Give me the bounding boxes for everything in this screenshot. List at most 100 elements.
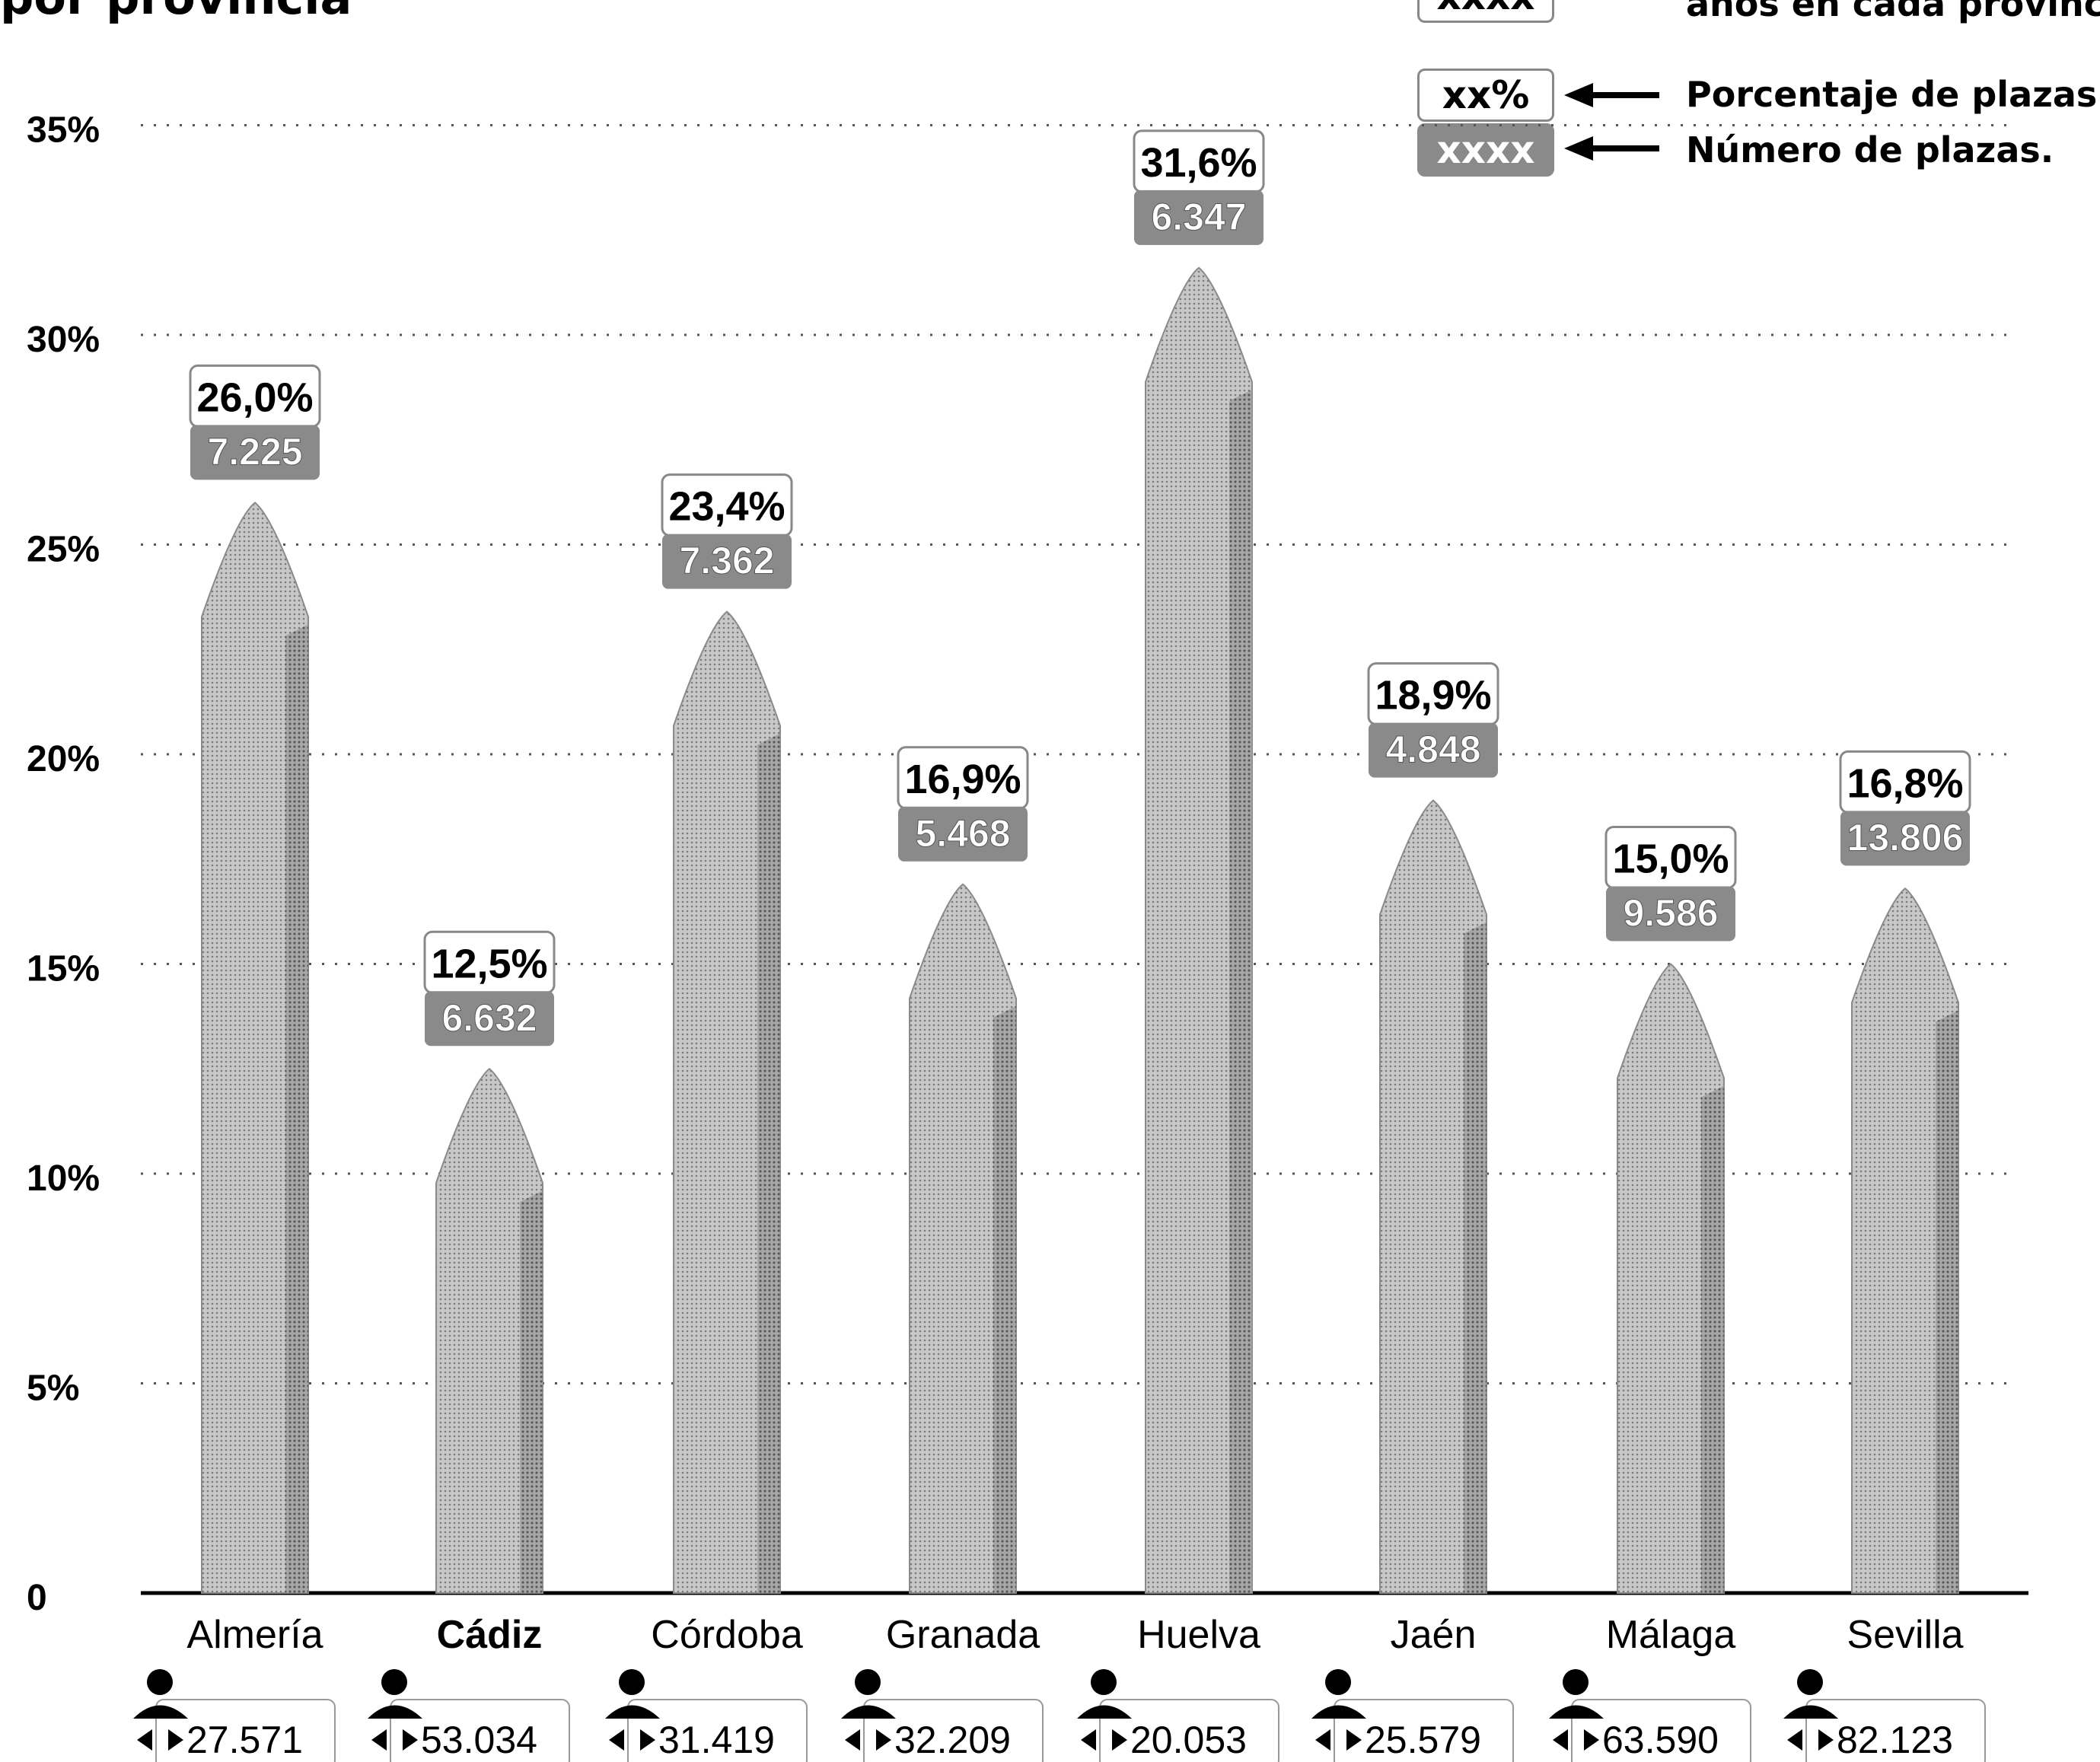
plazas-label: 6.632 xyxy=(441,996,537,1039)
plazas-label-box xyxy=(662,534,792,589)
child-icon xyxy=(1783,1705,1838,1719)
plazas-label: 4.848 xyxy=(1385,728,1480,771)
y-tick-label: 10% xyxy=(27,1158,100,1199)
legend-arrow-icon xyxy=(1564,136,1659,161)
plazas-label: 9.586 xyxy=(1623,892,1718,935)
plazas-label-box xyxy=(1840,811,1970,866)
x-tick-label: Jaén xyxy=(1391,1613,1477,1657)
bar xyxy=(1145,266,1253,1594)
child-icon xyxy=(605,1705,660,1719)
child-icon xyxy=(1081,1729,1127,1751)
y-tick-label: 30% xyxy=(27,320,100,360)
child-icon xyxy=(1797,1669,1823,1695)
plazas-label: 7.362 xyxy=(679,540,774,582)
x-tick-label: Cádiz xyxy=(437,1613,543,1657)
bar xyxy=(673,610,781,1594)
x-tick-label: Huelva xyxy=(1137,1613,1260,1657)
children-count-box xyxy=(1334,1699,1514,1762)
children-count: 25.579 xyxy=(1365,1719,1481,1761)
children-count: 63.590 xyxy=(1602,1719,1719,1761)
legend-percent-box: xx% xyxy=(1417,69,1554,122)
plazas-label: 6.347 xyxy=(1151,196,1246,238)
bar-shade xyxy=(1464,922,1487,1593)
y-tick-label: 35% xyxy=(27,110,100,151)
child-icon xyxy=(133,1705,188,1719)
bar-shade xyxy=(1701,1085,1724,1593)
children-count: 53.034 xyxy=(421,1719,537,1761)
x-tick-label: Málaga xyxy=(1606,1613,1736,1657)
percent-label: 18,9% xyxy=(1375,673,1491,719)
bar-shade xyxy=(757,733,780,1594)
plazas-label-box xyxy=(1606,886,1735,942)
children-count-box xyxy=(1571,1699,1751,1762)
children-count: 32.209 xyxy=(894,1719,1011,1761)
child-icon xyxy=(619,1669,645,1695)
plazas-label-box xyxy=(898,806,1028,862)
child-icon xyxy=(147,1669,173,1695)
legend-number-box: xxxx xyxy=(1417,123,1554,177)
child-icon xyxy=(841,1705,896,1719)
bar-shade xyxy=(520,1190,543,1593)
child-icon xyxy=(855,1669,881,1695)
child-icon xyxy=(381,1669,407,1695)
child-icon xyxy=(845,1729,891,1751)
child-icon xyxy=(371,1729,418,1751)
children-count-box xyxy=(863,1699,1044,1762)
percent-label: 23,4% xyxy=(668,484,785,530)
child-icon xyxy=(1315,1729,1362,1751)
child-icon xyxy=(137,1729,183,1751)
children-count-box xyxy=(1805,1699,1986,1762)
chart-title-fragment: por provincia xyxy=(0,0,352,25)
children-count: 31.419 xyxy=(658,1719,775,1761)
percent-label: 16,9% xyxy=(904,757,1021,802)
children-count-box xyxy=(155,1699,336,1762)
child-icon xyxy=(368,1705,422,1719)
child-icon xyxy=(1549,1705,1604,1719)
child-icon xyxy=(1563,1669,1589,1695)
percent-label: 31,6% xyxy=(1140,140,1257,186)
legend-arrow-icon xyxy=(1564,83,1659,107)
child-icon xyxy=(1787,1729,1834,1751)
plazas-label-box xyxy=(425,991,554,1047)
legend-sample-box-top: xxxx xyxy=(1417,0,1554,23)
bar-shade xyxy=(993,1005,1016,1593)
y-tick-label: 5% xyxy=(27,1368,79,1409)
y-tick-label: 15% xyxy=(27,949,100,989)
percent-label: 26,0% xyxy=(196,374,313,420)
bar xyxy=(1379,799,1487,1594)
child-icon xyxy=(1325,1669,1351,1695)
children-count-box xyxy=(1099,1699,1279,1762)
bar-shade xyxy=(285,624,308,1593)
plazas-label: 13.806 xyxy=(1847,816,1964,859)
plazas-label-box xyxy=(1134,190,1264,245)
x-tick-label: Almería xyxy=(186,1613,323,1657)
legend-text-top: años en cada provincia xyxy=(1686,0,2100,24)
child-icon xyxy=(1091,1669,1117,1695)
children-count: 82.123 xyxy=(1837,1719,1953,1761)
legend-number-text: Número de plazas. xyxy=(1686,129,2054,170)
bar xyxy=(1851,887,1959,1594)
child-icon xyxy=(1077,1705,1132,1719)
plazas-label-box xyxy=(190,425,320,480)
percent-label: 12,5% xyxy=(431,941,547,986)
plazas-label: 7.225 xyxy=(207,430,302,473)
children-count: 27.571 xyxy=(186,1719,303,1761)
x-tick-label: Granada xyxy=(886,1613,1040,1657)
bar xyxy=(909,883,1017,1594)
child-icon xyxy=(1553,1729,1599,1751)
bar-shade xyxy=(1229,389,1252,1594)
y-tick-label: 20% xyxy=(27,739,100,779)
bar xyxy=(1617,963,1725,1594)
legend-percent-text: Porcentaje de plazas. xyxy=(1686,74,2100,115)
bar xyxy=(435,1067,543,1594)
x-tick-label: Sevilla xyxy=(1847,1613,1963,1657)
y-tick-label: 25% xyxy=(27,530,100,570)
children-count-box xyxy=(390,1699,570,1762)
children-count: 20.053 xyxy=(1130,1719,1247,1761)
child-icon xyxy=(609,1729,655,1751)
children-count-box xyxy=(627,1699,808,1762)
plazas-label: 5.468 xyxy=(915,812,1010,855)
plazas-label-box xyxy=(1369,722,1498,778)
